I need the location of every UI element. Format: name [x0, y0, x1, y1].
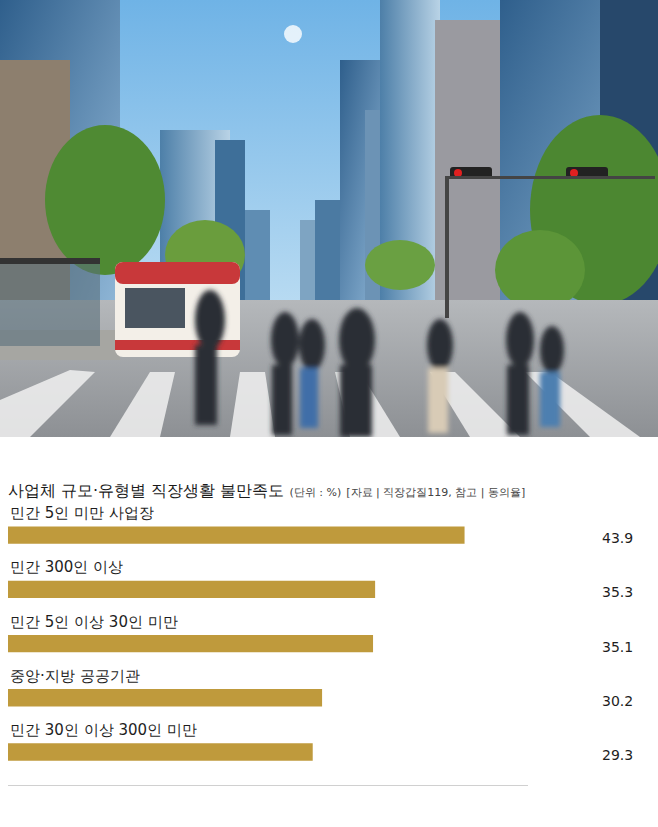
svg-text:29.3: 29.3: [602, 747, 633, 763]
svg-text:중앙·지방 공공기관: 중앙·지방 공공기관: [10, 667, 140, 685]
svg-text:민간 30인 이상 300인 미만: 민간 30인 이상 300인 미만: [10, 721, 197, 739]
svg-text:43.9: 43.9: [602, 530, 633, 546]
svg-text:민간 300인 이상: 민간 300인 이상: [10, 558, 123, 576]
svg-text:30.2: 30.2: [602, 693, 633, 709]
svg-text:민간 5인 이상 30인 미만: 민간 5인 이상 30인 미만: [10, 613, 178, 631]
svg-text:35.1: 35.1: [602, 639, 633, 655]
svg-text:민간 5인 미만 사업장: 민간 5인 미만 사업장: [10, 504, 154, 522]
svg-text:사업체 규모·유형별 직장생활 불만족도 (단위 : %): 사업체 규모·유형별 직장생활 불만족도 (단위 : %) [자료 | 직장갑질…: [8, 481, 525, 500]
svg-text:35.3: 35.3: [602, 584, 633, 600]
